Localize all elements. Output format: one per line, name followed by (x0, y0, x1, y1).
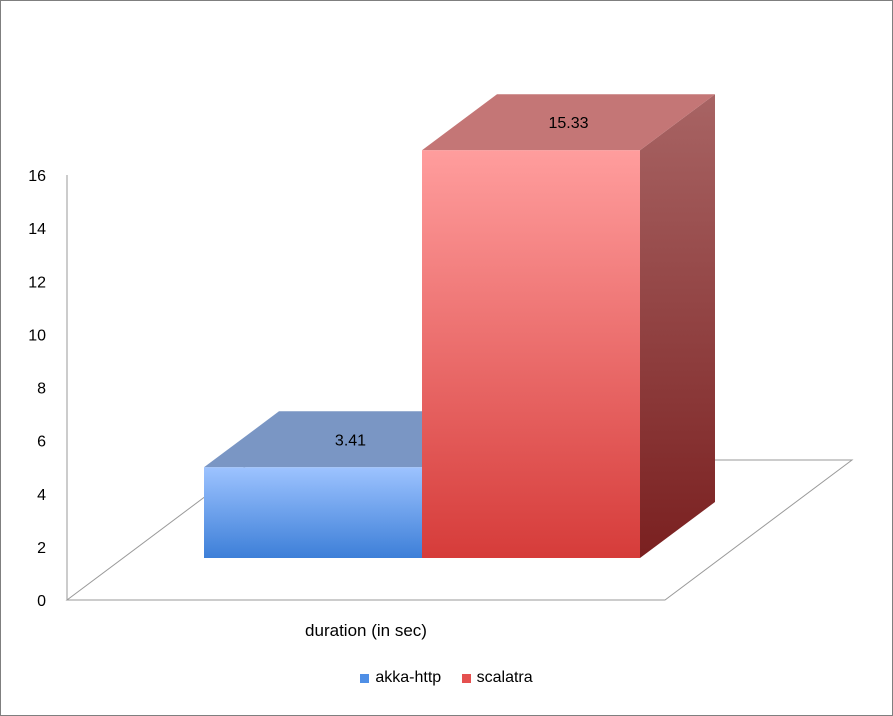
legend-item-scalatra: scalatra (461, 669, 533, 687)
y-tick-label: 8 (37, 381, 46, 398)
y-tick-label: 4 (37, 487, 46, 504)
legend-swatch-scalatra (461, 673, 471, 683)
y-axis-ticks: 0 2 4 6 8 10 12 14 16 (28, 168, 46, 610)
data-labels-group: 3.41 15.33 (335, 115, 589, 449)
y-tick-label: 0 (37, 593, 46, 610)
legend-swatch-akka-http (360, 673, 370, 683)
bars-group (204, 94, 715, 559)
y-tick-label: 12 (28, 274, 46, 291)
category-label: duration (in sec) (305, 621, 427, 640)
legend-label-akka-http: akka-http (375, 669, 442, 686)
legend-label-scalatra: scalatra (476, 669, 533, 686)
bar-akka-http (204, 467, 422, 558)
y-tick-label: 14 (28, 221, 46, 238)
y-tick-label: 2 (37, 540, 46, 557)
y-tick-label: 10 (28, 327, 46, 344)
y-tick-label: 6 (37, 434, 46, 451)
bar-top-scalatra (422, 94, 715, 151)
data-label: 15.33 (548, 115, 588, 132)
bar-side-scalatra (640, 94, 715, 559)
legend: akka-http scalatra (0, 669, 893, 688)
bar-scalatra (422, 150, 640, 559)
y-tick-label: 16 (28, 168, 46, 185)
data-label: 3.41 (335, 432, 366, 449)
legend-item-akka-http: akka-http (360, 669, 441, 687)
